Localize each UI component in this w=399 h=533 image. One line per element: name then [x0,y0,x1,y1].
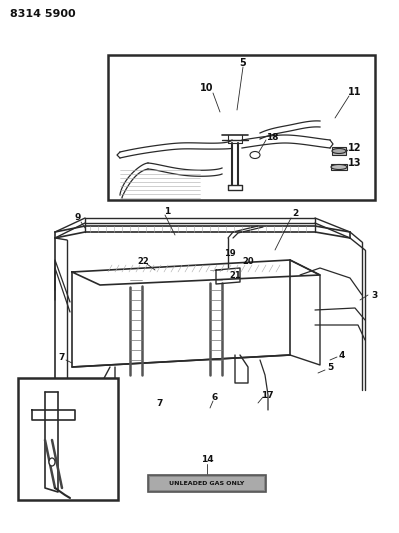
Text: 8: 8 [92,378,98,387]
Bar [150,477,264,490]
Ellipse shape [49,458,55,466]
Text: 5: 5 [240,58,246,68]
Bar [332,147,346,155]
Bar [108,55,375,200]
Text: 6: 6 [212,393,218,402]
Text: 19: 19 [224,248,236,257]
Text: 11: 11 [348,87,362,97]
Text: UNLEADED GAS ONLY: UNLEADED GAS ONLY [169,481,245,486]
Text: 16: 16 [31,406,43,415]
Text: 21: 21 [229,271,241,280]
Ellipse shape [250,151,260,158]
Text: 15: 15 [31,384,43,392]
Text: 12: 12 [348,143,362,153]
Text: 20: 20 [242,257,254,266]
Text: 3: 3 [372,290,378,300]
Text: 2: 2 [292,209,298,219]
Bar [18,378,118,500]
Text: 13: 13 [348,158,362,168]
Text: 10: 10 [200,83,214,93]
Bar [148,475,266,492]
Ellipse shape [332,149,346,154]
Text: 7: 7 [157,399,163,408]
Text: 17: 17 [261,391,273,400]
Text: 5: 5 [327,364,333,373]
Text: 1: 1 [164,206,170,215]
Text: 14: 14 [201,456,213,464]
Text: 4: 4 [339,351,345,359]
Ellipse shape [331,165,347,169]
Text: 22: 22 [137,257,149,266]
Text: 8314 5900: 8314 5900 [10,9,76,19]
Bar [331,164,347,170]
Text: 7: 7 [59,353,65,362]
Text: 9: 9 [75,214,81,222]
Text: 18: 18 [266,133,278,142]
